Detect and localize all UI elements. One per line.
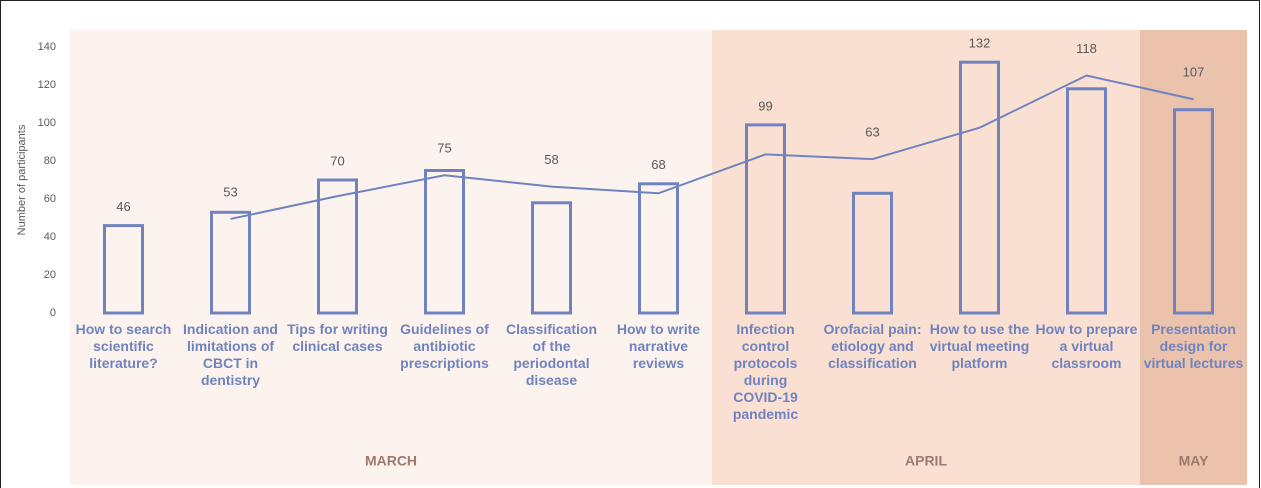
- label-line: Tips for writing: [287, 321, 388, 337]
- x-tick-label: Classification of the periodontal disease: [506, 321, 597, 388]
- label-line: dentistry: [201, 372, 260, 388]
- bar: [103, 224, 144, 315]
- x-tick-label: How to write narrative reviews: [617, 321, 700, 371]
- label-line: platform: [952, 355, 1008, 371]
- month-band: [1140, 30, 1247, 485]
- bar: [531, 201, 572, 315]
- x-tick-label: Tips for writing clinical cases: [287, 321, 388, 354]
- y-tick-label: 140: [38, 41, 56, 53]
- label-line: How to prepare: [1036, 321, 1138, 337]
- data-label: 118: [1076, 41, 1097, 56]
- bar: [424, 169, 465, 315]
- bar: [638, 182, 679, 315]
- data-label: 70: [330, 153, 344, 168]
- month-label: APRIL: [905, 453, 947, 469]
- y-tick-label: 120: [38, 79, 56, 91]
- label-line: virtual meeting: [930, 338, 1030, 354]
- label-line: Presentation: [1151, 321, 1236, 337]
- x-tick-label: Indication and limitations of CBCT in denti…: [183, 321, 278, 388]
- label-line: pandemic: [733, 406, 799, 422]
- bar: [959, 60, 1000, 315]
- data-label: 68: [651, 157, 665, 172]
- label-line: How to use the: [930, 321, 1030, 337]
- data-label: 132: [969, 36, 991, 51]
- bar: [1066, 87, 1107, 315]
- label-line: a virtual: [1060, 338, 1114, 354]
- label-line: narrative: [629, 338, 688, 354]
- label-line: Indication and: [183, 321, 278, 337]
- data-label: 53: [223, 184, 237, 199]
- label-line: disease: [526, 372, 578, 388]
- label-line: etiology and: [831, 338, 913, 354]
- label-line: Guidelines of: [400, 321, 489, 337]
- label-line: design for: [1160, 338, 1228, 354]
- trend-line: [230, 74, 1194, 220]
- label-line: reviews: [633, 355, 685, 371]
- label-line: protocols: [734, 355, 798, 371]
- x-tick-label: How to use the virtual meeting platform: [930, 321, 1030, 371]
- label-line: during: [744, 372, 788, 388]
- label-line: periodontal: [513, 355, 589, 371]
- data-label: 99: [758, 98, 772, 113]
- y-tick-label: 20: [44, 269, 56, 281]
- y-tick-label: 60: [44, 193, 56, 205]
- label-line: of the: [532, 338, 570, 354]
- y-tick-label: 100: [38, 117, 56, 129]
- y-axis-label: Number of participants: [16, 124, 28, 235]
- bar: [1173, 108, 1214, 315]
- y-tick-label: 80: [44, 155, 56, 167]
- label-line: control: [742, 338, 789, 354]
- label-line: antibiotic: [413, 338, 475, 354]
- label-line: Orofacial pain:: [823, 321, 921, 337]
- label-line: classroom: [1051, 355, 1121, 371]
- label-line: Infection: [736, 321, 794, 337]
- y-tick-label: 0: [50, 307, 56, 319]
- data-label: 107: [1183, 65, 1205, 80]
- data-label: 75: [437, 141, 451, 156]
- label-line: Classification: [506, 321, 597, 337]
- data-label: 58: [544, 152, 558, 167]
- label-line: CBCT in: [203, 355, 258, 371]
- month-label: MAY: [1179, 453, 1209, 469]
- month-band: [70, 30, 712, 485]
- label-line: How to write: [617, 321, 700, 337]
- label-line: virtual lectures: [1144, 355, 1244, 371]
- bar: [745, 123, 786, 315]
- y-tick-label: 40: [44, 231, 56, 243]
- label-line: How to search: [76, 321, 172, 337]
- data-label: 46: [116, 199, 130, 214]
- x-tick-label: Infection control protocols during COVID-19 p…: [733, 321, 799, 422]
- label-line: COVID-19: [733, 389, 798, 405]
- label-line: prescriptions: [400, 355, 489, 371]
- x-tick-label: How to prepare a virtual classroom: [1036, 321, 1138, 371]
- x-tick-label: Guidelines of antibiotic prescriptions: [400, 321, 489, 371]
- bar: [852, 191, 893, 315]
- label-line: clinical cases: [292, 338, 383, 354]
- label-line: limitations of: [187, 338, 274, 354]
- label-line: classification: [828, 355, 917, 371]
- label-line: scientific: [93, 338, 154, 354]
- x-tick-label: Presentation design for virtual lectures: [1144, 321, 1244, 371]
- label-line: literature?: [89, 355, 157, 371]
- bar: [317, 178, 358, 315]
- x-tick-label: Orofacial pain: etiology and classificatio…: [823, 321, 921, 371]
- data-label: 63: [865, 125, 879, 140]
- bar: [210, 210, 251, 315]
- x-tick-label: How to search scientific literature?: [76, 321, 172, 371]
- month-label: MARCH: [365, 453, 417, 469]
